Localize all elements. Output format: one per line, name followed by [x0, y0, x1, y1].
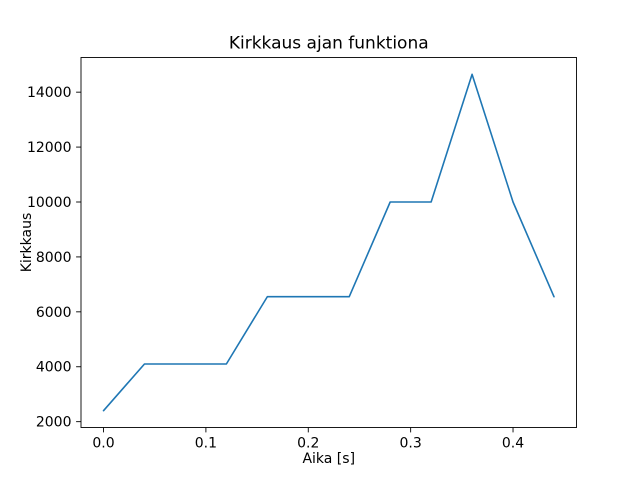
- x-axis-label: Aika [s]: [302, 451, 355, 467]
- y-axis-label: Kirkkaus: [19, 213, 35, 273]
- y-tick-label: 2000: [36, 415, 72, 431]
- y-tick-label: 12000: [27, 140, 72, 156]
- plot-border: [80, 57, 577, 428]
- y-tick-label: 4000: [36, 360, 72, 376]
- y-tick-label: 8000: [36, 250, 72, 266]
- data-line-kirkkaus: [102, 73, 555, 412]
- y-tick-label: 10000: [27, 195, 72, 211]
- x-tick-label: 0.2: [297, 436, 319, 452]
- x-tick-label: 0.0: [92, 436, 114, 452]
- x-tick-label: 0.4: [502, 436, 524, 452]
- x-tick-label: 0.1: [195, 436, 217, 452]
- chart-title: Kirkkaus ajan funktiona: [229, 34, 429, 54]
- y-tick-label: 6000: [36, 305, 72, 321]
- x-tick-label: 0.3: [400, 436, 422, 452]
- y-tick-label: 14000: [27, 85, 72, 101]
